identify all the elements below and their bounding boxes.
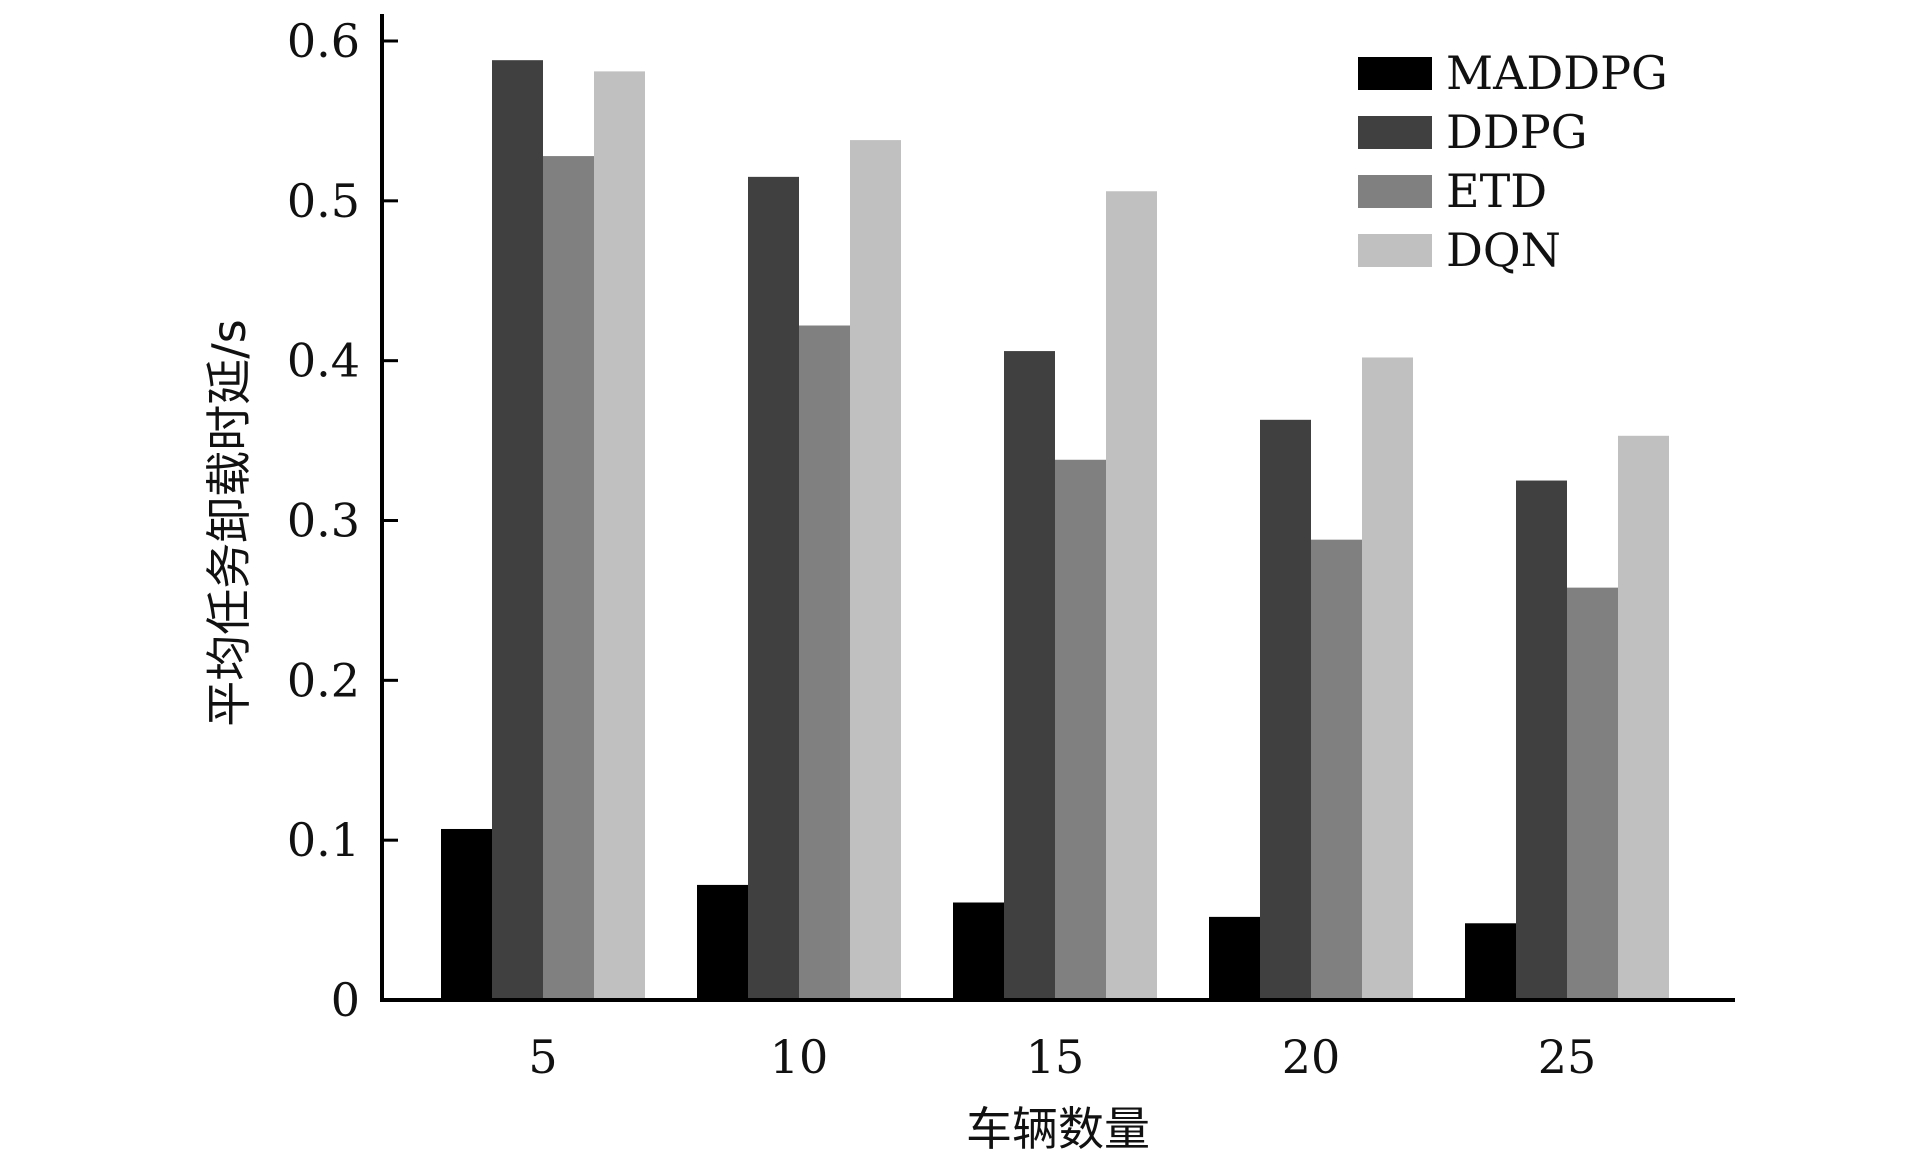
bar-etd-5: [543, 156, 594, 1000]
bar-dqn-25: [1618, 435, 1669, 1000]
bar-etd-15: [1055, 459, 1106, 1001]
bar-dqn-20: [1362, 357, 1413, 1001]
bar-ddpg-20: [1260, 419, 1311, 1000]
bar-ddpg-15: [1004, 351, 1055, 1000]
bar-maddpg-20: [1209, 916, 1260, 1000]
y-tick-label: 0.6: [287, 14, 360, 68]
x-tick-label: 15: [1026, 1030, 1085, 1084]
legend-swatch-ddpg: [1358, 116, 1432, 149]
bar-maddpg-25: [1465, 923, 1516, 1000]
legend-label-dqn: DQN: [1446, 223, 1561, 277]
y-axis-title: 平均任务卸载时延/s: [202, 319, 256, 726]
legend-label-ddpg: DDPG: [1446, 105, 1587, 159]
bar-etd-25: [1567, 587, 1618, 1000]
y-tick-label: 0: [331, 973, 360, 1027]
legend-swatch-etd: [1358, 175, 1432, 208]
y-tick-label: 0.3: [287, 494, 360, 548]
bar-ddpg-25: [1516, 480, 1567, 1001]
y-tick-label: 0.2: [287, 653, 360, 707]
legend-label-maddpg: MADDPG: [1446, 46, 1668, 100]
y-tick-label: 0.5: [287, 174, 360, 228]
bar-dqn-5: [594, 71, 645, 1000]
bar-dqn-10: [850, 140, 901, 1000]
bar-ddpg-5: [492, 60, 543, 1001]
y-tick-label: 0.4: [287, 334, 360, 388]
x-tick-label: 5: [528, 1030, 557, 1084]
bar-maddpg-5: [441, 828, 492, 1000]
y-tick-label: 0.1: [287, 813, 360, 867]
bar-maddpg-15: [953, 902, 1004, 1000]
bar-etd-20: [1311, 539, 1362, 1000]
bar-dqn-15: [1106, 191, 1157, 1000]
legend-swatch-maddpg: [1358, 57, 1432, 90]
x-axis-title: 车辆数量: [966, 1102, 1150, 1156]
x-tick-label: 25: [1538, 1030, 1597, 1084]
x-tick-label: 20: [1282, 1030, 1341, 1084]
bar-ddpg-10: [748, 176, 799, 1000]
bars-layer: [441, 60, 1669, 1001]
legend-label-etd: ETD: [1446, 164, 1547, 218]
legend-swatch-dqn: [1358, 234, 1432, 267]
axes-layer: [380, 14, 1735, 1002]
bar-maddpg-10: [697, 884, 748, 1000]
x-ticks: 5 10 15 20 25: [528, 1030, 1596, 1084]
x-tick-label: 10: [770, 1030, 829, 1084]
y-ticks: 0 0.1 0.2 0.3 0.4 0.5 0.6: [287, 14, 398, 1027]
bar-etd-10: [799, 325, 850, 1001]
